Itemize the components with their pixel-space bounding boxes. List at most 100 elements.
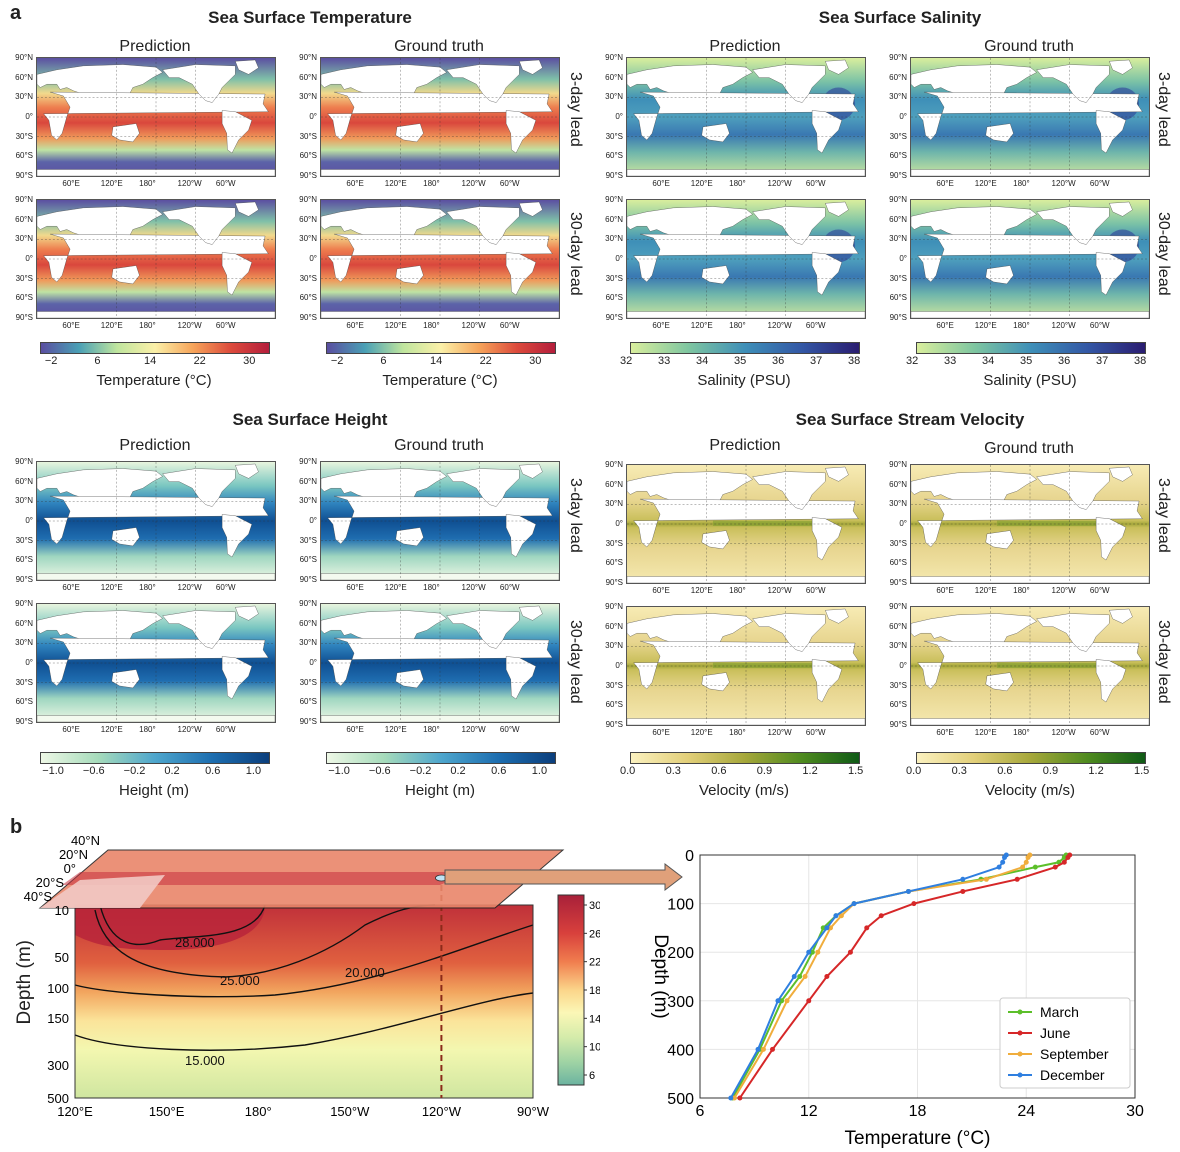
profile-point	[1065, 854, 1071, 860]
map-lat-tick: 90°N	[299, 599, 317, 608]
section-lat-label: 40°S	[24, 889, 53, 904]
map-lat-tick: 0°	[25, 112, 33, 121]
profile-x-tick: 18	[909, 1103, 927, 1120]
sss-colorbar	[916, 342, 1146, 354]
ssv-colorbar-tick: 0.6	[711, 765, 727, 777]
map-lon-tick: 120°E	[384, 179, 407, 188]
map-lat-tick: 90°S	[605, 313, 623, 322]
map-lat-tick: 30°S	[889, 538, 907, 548]
profile-point	[1025, 854, 1031, 860]
map-lat-tick: 0°	[309, 112, 317, 121]
map-lat-tick: 30°S	[889, 273, 907, 283]
map-lat-tick: 30°N	[15, 496, 33, 506]
map-lon-tick: 60°W	[499, 321, 520, 330]
map-lon-tick: 180°	[423, 583, 440, 592]
sss-colorbar-tick: 33	[944, 355, 957, 367]
map-lat-tick: 0°	[899, 519, 907, 528]
map-lat-tick: 90°S	[299, 171, 317, 180]
map-lon-tick: 60°W	[1089, 586, 1110, 595]
map-lat-tick: 30°S	[605, 131, 623, 141]
map-lon-tick: 120°E	[690, 728, 713, 737]
map-lat-tick: 60°S	[299, 697, 317, 707]
ssh-colorbar-label: Height (m)	[118, 782, 189, 799]
map-lat-tick: 30°N	[299, 496, 317, 506]
ssh-colorbar-tick: −0.6	[82, 765, 105, 777]
map-lon-tick: 180°	[139, 179, 156, 188]
map-lat-tick: 0°	[615, 661, 623, 670]
ssh-colorbar-tick: 0.6	[491, 765, 507, 777]
contour-label: 25.000	[220, 973, 260, 988]
ssv-colorbar-tick: 0.9	[1042, 765, 1059, 777]
map-lat-tick: 30°S	[605, 680, 623, 690]
profile-point	[731, 1095, 737, 1101]
profile-point	[878, 913, 884, 919]
map-lon-tick: 180°	[139, 725, 156, 734]
map-lat-tick: 60°S	[605, 293, 623, 303]
ssh-colorbar-label: Height (m)	[404, 782, 475, 799]
profile-point	[1000, 859, 1006, 865]
map-lat-tick: 90°S	[15, 313, 33, 322]
profile-point	[911, 901, 917, 907]
map-lat-tick: 30°N	[889, 92, 907, 102]
map-lon-tick: 180°	[1013, 586, 1030, 595]
legend-entry: June	[1040, 1025, 1071, 1041]
profile-point	[755, 1046, 761, 1052]
sss-map-30day-truth	[910, 199, 1150, 319]
map-lon-tick: 120°W	[177, 321, 202, 330]
map-lon-tick: 120°W	[177, 725, 202, 734]
ssh-colorbar-tick: −1.0	[328, 765, 350, 777]
map-lat-tick: 60°N	[605, 479, 623, 489]
map-lat-tick: 60°S	[889, 293, 907, 303]
profile-point	[1014, 876, 1020, 882]
map-lon-tick: 120°W	[177, 179, 202, 188]
map-lon-tick: 120°E	[690, 586, 713, 595]
sst-colorbar-tick: 6	[380, 355, 387, 367]
section-depth-tick: 100	[47, 981, 69, 996]
map-lat-tick: 30°N	[889, 499, 907, 509]
ssv-colorbar-tick: 0.6	[997, 765, 1013, 777]
map-lat-tick: 60°N	[889, 72, 907, 82]
map-lat-tick: 60°S	[15, 151, 33, 161]
ssv-colorbar-label: Velocity (m/s)	[984, 782, 1075, 799]
map-lon-tick: 60°E	[346, 179, 364, 188]
ssv-colorbar-tick: 1.5	[1134, 765, 1150, 777]
profile-x-tick: 24	[1017, 1103, 1035, 1120]
ssh-colorbar	[40, 752, 270, 764]
map-lat-tick: 90°S	[15, 575, 33, 584]
map-lat-tick: 90°N	[889, 53, 907, 62]
map-lon-tick: 60°E	[62, 179, 80, 188]
sss-lead-3day: 3-day lead	[1155, 72, 1172, 147]
profile-x-tick: 30	[1126, 1103, 1144, 1120]
ssh-title: Sea Surface Height	[232, 410, 388, 429]
sst-colorbar-tick: 30	[243, 355, 256, 367]
profile-point	[824, 925, 830, 931]
map-lat-tick: 0°	[309, 516, 317, 525]
map-lat-tick: 30°N	[15, 234, 33, 244]
map-lon-tick: 60°E	[652, 586, 670, 595]
section-colorbar-tick: 10	[589, 1042, 600, 1054]
map-lon-tick: 180°	[139, 321, 156, 330]
map-lat-tick: 30°N	[605, 234, 623, 244]
map-lon-tick: 60°W	[215, 179, 236, 188]
map-lon-tick: 120°W	[1051, 728, 1076, 737]
section-lon-tick: 180°	[245, 1104, 272, 1119]
section-lon-tick: 150°E	[149, 1104, 185, 1119]
profile-point	[775, 998, 781, 1004]
map-lat-tick: 30°S	[15, 273, 33, 283]
profile-point	[1023, 859, 1029, 865]
profile-point	[1032, 864, 1038, 870]
map-lat-tick: 60°N	[299, 618, 317, 628]
section-lat-label: 40°N	[71, 833, 100, 848]
map-lat-tick: 30°S	[15, 535, 33, 545]
map-lon-tick: 120°E	[974, 586, 997, 595]
map-lon-tick: 180°	[423, 725, 440, 734]
map-lat-tick: 90°N	[15, 53, 33, 62]
section-colorbar-tick: 22	[589, 957, 600, 969]
sss-colorbar-label: Salinity (PSU)	[983, 372, 1077, 389]
map-lon-tick: 60°W	[215, 583, 236, 592]
ssh-colorbar	[326, 752, 556, 764]
map-lat-tick: 30°N	[889, 641, 907, 651]
map-lon-tick: 120°E	[384, 583, 407, 592]
profile-point	[760, 1046, 766, 1052]
